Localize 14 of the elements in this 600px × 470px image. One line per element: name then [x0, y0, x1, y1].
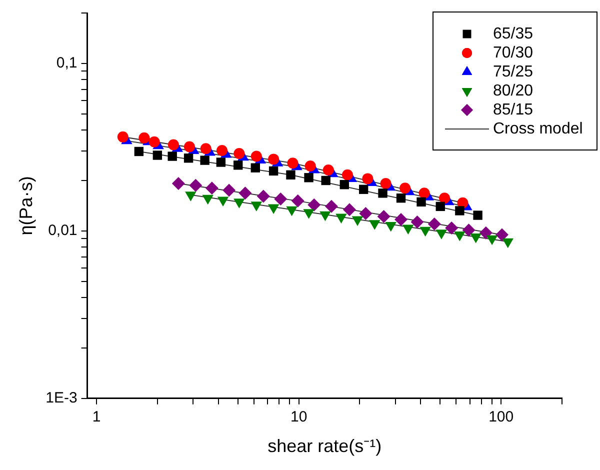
y-tick-label: 0,01 — [48, 222, 78, 240]
legend-label: 80/20 — [493, 82, 534, 100]
x-tick-label: 10 — [290, 408, 308, 426]
legend-label: 65/35 — [493, 25, 534, 42]
legend-label: Cross model — [493, 120, 583, 138]
legend-label: 70/30 — [493, 44, 534, 62]
legend-label: 85/15 — [493, 101, 534, 118]
x-axis-title: shear rate(s⁻¹) — [268, 436, 382, 456]
x-tick-label: 1 — [92, 408, 101, 426]
y-tick-label: 1E-3 — [46, 390, 78, 407]
legend-label: 75/25 — [493, 63, 534, 80]
y-axis-title: η(Pa·s) — [16, 176, 36, 236]
x-tick-label: 100 — [488, 408, 514, 426]
y-tick-label: 0,1 — [56, 54, 78, 72]
